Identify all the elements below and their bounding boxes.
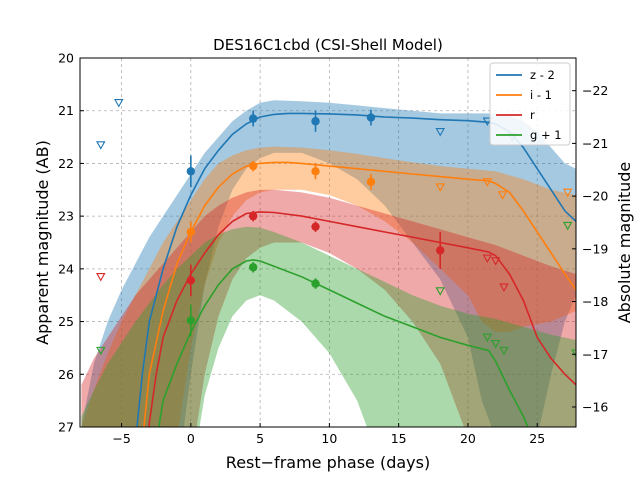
upper-limit-marker bbox=[482, 178, 493, 187]
legend-entry-2: r bbox=[530, 108, 535, 122]
grid bbox=[80, 57, 576, 428]
y-tick-label: 25 bbox=[58, 314, 74, 329]
band-2 bbox=[81, 189, 576, 427]
x-tick-label: 25 bbox=[529, 431, 545, 446]
legend-box bbox=[489, 62, 571, 146]
legend-entry-3: g + 1 bbox=[530, 128, 562, 142]
data-point bbox=[248, 211, 258, 221]
data-point bbox=[311, 222, 320, 231]
data-point bbox=[248, 114, 258, 123]
data-point bbox=[186, 316, 196, 325]
model-line-2 bbox=[147, 211, 576, 427]
upper-limit-marker bbox=[435, 287, 445, 296]
data-point bbox=[248, 263, 258, 272]
y-tick-label: 24 bbox=[58, 261, 74, 276]
band-3 bbox=[81, 226, 576, 427]
x-axis-ticks: −5 0 5 10 15 20 25 bbox=[112, 423, 545, 446]
observed-points bbox=[186, 109, 445, 337]
x-tick-label: 10 bbox=[321, 431, 337, 446]
model-line-1 bbox=[143, 161, 576, 427]
data-point bbox=[186, 227, 196, 237]
legend-entry-1: i - 1 bbox=[530, 88, 552, 102]
y-tick-label: 21 bbox=[58, 103, 74, 118]
data-point bbox=[366, 113, 376, 122]
model-line-3 bbox=[157, 259, 529, 427]
upper-limit-marker bbox=[482, 117, 493, 126]
data-point bbox=[436, 246, 445, 255]
y-tick-label: 27 bbox=[58, 420, 74, 435]
upper-limit-marker bbox=[435, 183, 445, 192]
upper-limit-marker bbox=[490, 257, 501, 266]
x-tick-label: 15 bbox=[391, 431, 407, 446]
right-y-axis-ticks: −22 −21 −20 −19 −18 −17 −16 bbox=[572, 83, 608, 414]
y-axis-ticks: 20 21 22 23 24 25 26 27 bbox=[58, 51, 84, 435]
upper-limit-marker bbox=[96, 346, 106, 356]
right-y-tick-label: −21 bbox=[582, 136, 608, 151]
right-y-axis-label: Absolute magnitude bbox=[615, 162, 634, 324]
upper-limit-markers bbox=[96, 99, 576, 358]
data-point bbox=[366, 177, 376, 187]
upper-limit-marker bbox=[114, 99, 124, 108]
legend: z - 2 i - 1 r g + 1 bbox=[489, 62, 571, 146]
right-y-tick-label: −17 bbox=[582, 347, 608, 362]
upper-limit-marker bbox=[497, 191, 508, 200]
data-point bbox=[311, 167, 320, 176]
y-axis-label: Apparent magnitude (AB) bbox=[33, 140, 52, 345]
upper-limit-marker bbox=[499, 346, 509, 356]
right-y-tick-label: −20 bbox=[582, 189, 608, 204]
plot-frame bbox=[79, 57, 577, 428]
chart-title: DES16C1cbd (CSI-Shell Model) bbox=[213, 36, 443, 54]
upper-limit-marker bbox=[96, 273, 106, 282]
x-tick-label: −5 bbox=[112, 431, 130, 446]
y-tick-label: 26 bbox=[58, 367, 74, 382]
band-0 bbox=[81, 100, 576, 427]
right-y-tick-label: −16 bbox=[582, 399, 608, 414]
data-point bbox=[186, 167, 196, 176]
x-tick-label: 0 bbox=[187, 431, 195, 446]
legend-entry-0: z - 2 bbox=[530, 68, 555, 82]
x-tick-label: 5 bbox=[256, 431, 264, 446]
upper-limit-marker bbox=[490, 339, 501, 349]
upper-limit-marker bbox=[482, 254, 493, 264]
upper-limit-marker bbox=[499, 283, 509, 293]
x-axis-label: Rest−frame phase (days) bbox=[226, 453, 430, 472]
x-tick-label: 20 bbox=[460, 431, 476, 446]
uncertainty-bands bbox=[81, 100, 576, 427]
y-tick-label: 20 bbox=[58, 51, 74, 66]
upper-limit-marker bbox=[562, 188, 573, 198]
data-point bbox=[186, 276, 196, 285]
data-point bbox=[311, 279, 320, 288]
upper-limit-marker bbox=[482, 333, 493, 343]
upper-limit-marker bbox=[96, 141, 106, 150]
y-tick-label: 23 bbox=[58, 209, 74, 224]
right-y-tick-label: −19 bbox=[582, 241, 608, 256]
upper-limit-marker bbox=[562, 221, 573, 231]
band-1 bbox=[81, 146, 576, 427]
right-y-tick-label: −22 bbox=[582, 83, 608, 98]
y-tick-label: 22 bbox=[58, 156, 74, 171]
upper-limit-marker bbox=[435, 128, 445, 137]
data-point bbox=[311, 117, 320, 126]
data-point bbox=[248, 161, 258, 171]
upper-limit-marker bbox=[571, 349, 576, 358]
right-y-tick-label: −18 bbox=[582, 294, 608, 309]
